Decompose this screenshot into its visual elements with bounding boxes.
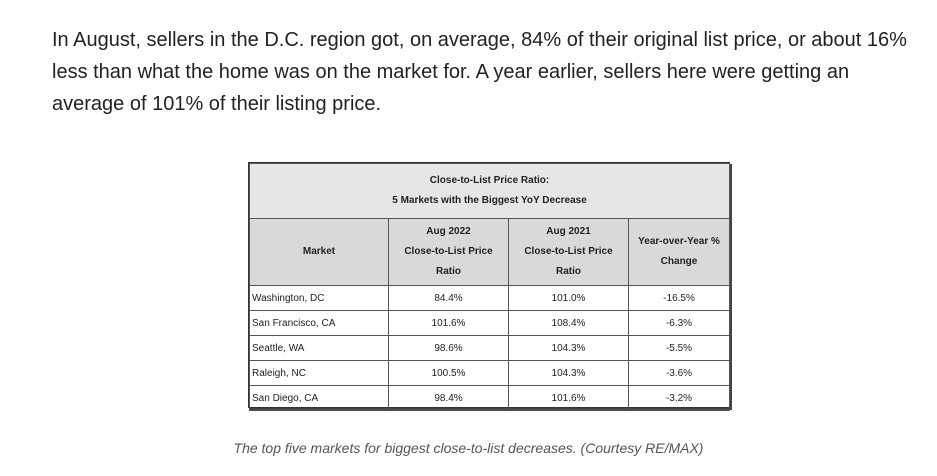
header-market: Market <box>249 218 389 286</box>
market-cell: San Diego, CA <box>249 385 389 411</box>
aug2021-cell: 101.0% <box>508 285 629 311</box>
change-cell: -6.3% <box>627 310 731 336</box>
aug2021-cell: 108.4% <box>508 310 629 336</box>
change-cell: -5.5% <box>627 335 731 361</box>
header-aug2021-line3: Ratio <box>556 266 581 277</box>
header-aug2021-line1: Aug 2021 <box>546 226 591 237</box>
header-yoy-line2: Change <box>660 256 698 267</box>
change-cell: -16.5% <box>627 285 731 311</box>
table-title: Close-to-List Price Ratio: 5 Markets wit… <box>248 163 731 219</box>
table-row: Washington, DC 84.4% 101.0% -16.5% <box>249 285 731 311</box>
aug2022-cell: 84.4% <box>388 285 509 311</box>
change-cell: -3.6% <box>627 360 731 386</box>
article-paragraph: In August, sellers in the D.C. region go… <box>52 29 907 115</box>
header-aug2022: Aug 2022 Close-to-List Price Ratio <box>388 218 509 286</box>
change-cell: -3.2% <box>627 385 731 411</box>
table-row: Raleigh, NC 100.5% 104.3% -3.6% <box>249 360 731 386</box>
header-aug2022-line3: Ratio <box>436 266 461 277</box>
image-caption: The top five markets for biggest close-t… <box>233 440 704 456</box>
aug2021-cell: 104.3% <box>508 360 629 386</box>
close-to-list-table: Close-to-List Price Ratio: 5 Markets wit… <box>248 162 731 411</box>
table-row: San Diego, CA 98.4% 101.6% -3.2% <box>249 385 731 411</box>
aug2022-cell: 100.5% <box>388 360 509 386</box>
table-row: Seattle, WA 98.6% 104.3% -5.5% <box>249 335 731 361</box>
market-cell: Washington, DC <box>249 285 389 311</box>
aug2021-cell: 101.6% <box>508 385 629 411</box>
table-title-line2: 5 Markets with the Biggest YoY Decrease <box>392 195 587 206</box>
header-aug2022-line2: Close-to-List Price <box>404 246 493 257</box>
market-cell: San Francisco, CA <box>249 310 389 336</box>
header-yoy-line1: Year-over-Year % <box>638 236 720 247</box>
aug2022-cell: 98.4% <box>388 385 509 411</box>
header-aug2022-line1: Aug 2022 <box>426 226 471 237</box>
market-cell: Raleigh, NC <box>249 360 389 386</box>
table-row: San Francisco, CA 101.6% 108.4% -6.3% <box>249 310 731 336</box>
aug2021-cell: 104.3% <box>508 335 629 361</box>
header-aug2021-line2: Close-to-List Price <box>524 246 613 257</box>
header-aug2021: Aug 2021 Close-to-List Price Ratio <box>508 218 629 286</box>
market-cell: Seattle, WA <box>249 335 389 361</box>
table-title-line1: Close-to-List Price Ratio: <box>429 175 550 186</box>
aug2022-cell: 98.6% <box>388 335 509 361</box>
header-yoy-change: Year-over-Year % Change <box>627 218 731 286</box>
aug2022-cell: 101.6% <box>388 310 509 336</box>
